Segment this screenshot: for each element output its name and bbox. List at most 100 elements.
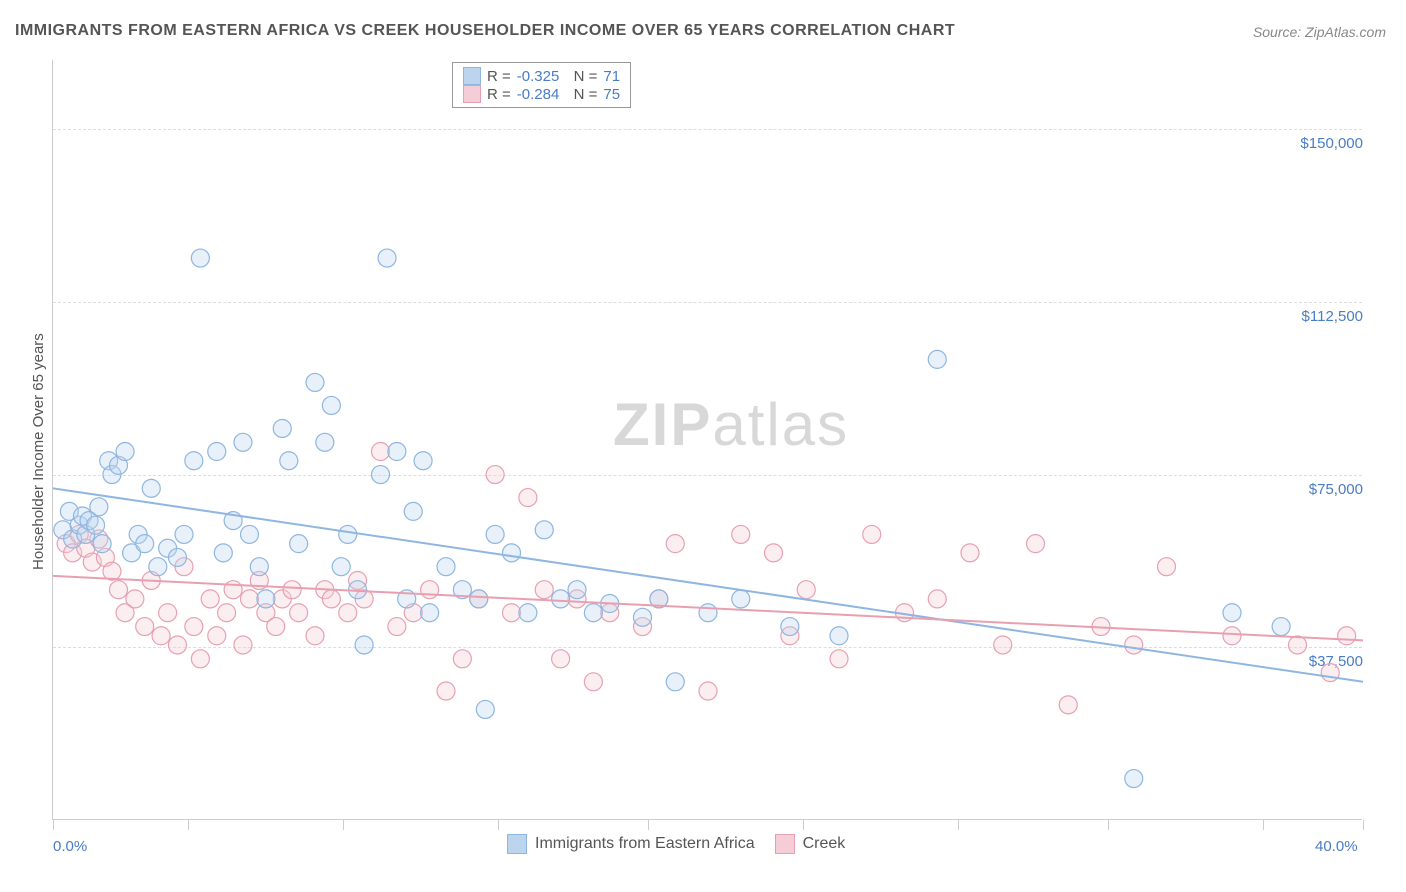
data-point	[90, 498, 108, 516]
series-name: Creek	[803, 835, 846, 853]
watermark-bold: ZIP	[613, 391, 712, 458]
legend-r-label: R =	[487, 68, 511, 85]
source-label: Source:	[1253, 24, 1301, 40]
data-point	[126, 590, 144, 608]
data-point	[57, 535, 75, 553]
data-point	[54, 521, 72, 539]
data-point	[250, 558, 268, 576]
data-point	[1158, 558, 1176, 576]
data-point	[257, 590, 275, 608]
data-point	[159, 539, 177, 557]
legend-swatch	[463, 85, 481, 103]
x-tick	[498, 820, 499, 830]
data-point	[136, 535, 154, 553]
data-point	[601, 604, 619, 622]
data-point	[830, 650, 848, 668]
data-point	[568, 581, 586, 599]
data-point	[64, 544, 82, 562]
data-point	[191, 249, 209, 267]
data-point	[185, 452, 203, 470]
data-point	[77, 539, 95, 557]
data-point	[241, 590, 259, 608]
legend-n-value: 71	[603, 68, 620, 85]
data-point	[332, 558, 350, 576]
data-point	[928, 590, 946, 608]
data-point	[306, 373, 324, 391]
data-point	[290, 604, 308, 622]
data-point	[100, 452, 118, 470]
data-point	[388, 618, 406, 636]
data-point	[290, 535, 308, 553]
data-point	[896, 604, 914, 622]
data-point	[80, 512, 98, 530]
data-point	[322, 590, 340, 608]
data-point	[90, 530, 108, 548]
data-point	[267, 618, 285, 636]
gridline	[53, 129, 1362, 130]
data-point	[437, 682, 455, 700]
legend-n-value: 75	[603, 86, 620, 103]
x-tick	[1363, 820, 1364, 830]
data-point	[96, 548, 114, 566]
data-point	[175, 558, 193, 576]
legend-n-label: N =	[565, 86, 597, 103]
data-point	[421, 581, 439, 599]
data-point	[1223, 627, 1241, 645]
data-point	[103, 562, 121, 580]
series-name: Immigrants from Eastern Africa	[535, 835, 755, 853]
data-point	[378, 249, 396, 267]
data-point	[83, 553, 101, 571]
data-point	[552, 650, 570, 668]
data-point	[129, 525, 147, 543]
data-point	[116, 443, 134, 461]
data-point	[453, 581, 471, 599]
data-point	[1272, 618, 1290, 636]
data-point	[1338, 627, 1356, 645]
data-point	[60, 502, 78, 520]
legend-swatch	[775, 834, 795, 854]
data-point	[503, 604, 521, 622]
chart-title: IMMIGRANTS FROM EASTERN AFRICA VS CREEK …	[15, 22, 955, 40]
data-point	[634, 618, 652, 636]
data-point	[250, 571, 268, 589]
legend-r-label: R =	[487, 86, 511, 103]
gridline	[53, 475, 1362, 476]
x-tick-label-min: 0.0%	[53, 838, 87, 855]
data-point	[73, 507, 91, 525]
stats-legend-row: R = -0.284 N = 75	[463, 85, 620, 103]
source-attribution: Source: ZipAtlas.com	[1253, 24, 1386, 40]
data-point	[93, 535, 111, 553]
data-point	[404, 604, 422, 622]
plot-area: ZIPatlas $37,500$75,000$112,500$150,0000…	[52, 60, 1362, 820]
legend-swatch	[463, 67, 481, 85]
data-point	[116, 604, 134, 622]
data-point	[191, 650, 209, 668]
data-point	[175, 525, 193, 543]
trend-line	[53, 488, 1363, 681]
data-point	[168, 548, 186, 566]
data-point	[316, 433, 334, 451]
data-point	[322, 396, 340, 414]
data-point	[349, 581, 367, 599]
data-point	[453, 650, 471, 668]
data-point	[224, 581, 242, 599]
data-point	[666, 673, 684, 691]
data-point	[584, 673, 602, 691]
data-point	[1027, 535, 1045, 553]
data-point	[650, 590, 668, 608]
data-point	[863, 525, 881, 543]
data-point	[349, 571, 367, 589]
data-point	[398, 590, 416, 608]
data-point	[142, 479, 160, 497]
data-point	[136, 618, 154, 636]
y-tick-label: $75,000	[1283, 481, 1363, 498]
x-tick	[803, 820, 804, 830]
data-point	[601, 595, 619, 613]
data-point	[280, 452, 298, 470]
data-point	[123, 544, 141, 562]
data-point	[437, 558, 455, 576]
data-point	[568, 590, 586, 608]
data-point	[732, 525, 750, 543]
data-point	[273, 590, 291, 608]
watermark-light: atlas	[712, 391, 849, 458]
